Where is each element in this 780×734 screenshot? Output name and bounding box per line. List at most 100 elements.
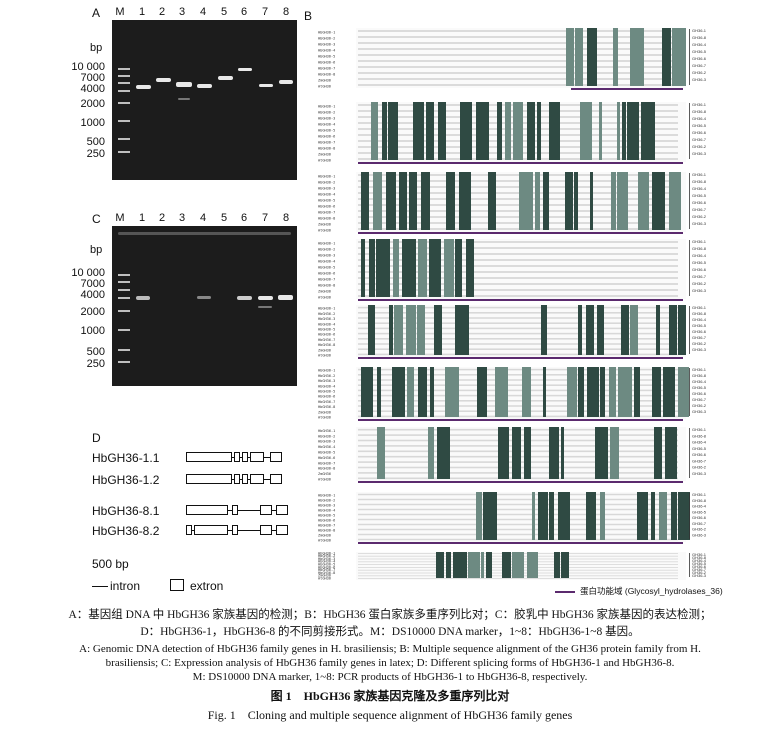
group-label: GH36-6 [692,329,707,334]
residue-row [358,384,678,386]
lane-label: M [115,6,125,18]
lane-label: 7 [261,212,269,224]
marker-label: 2000 [80,98,105,110]
conserved-column [497,102,502,160]
sequence-name: HbGH36-1 [318,175,335,179]
residue-row [358,271,678,273]
residue-row [358,528,678,531]
sequence-name: ZmGH36 [318,574,331,578]
conserved-column [656,305,660,355]
domain-bar [358,232,683,234]
group-label: GH36-7 [692,458,707,463]
conserved-column [468,552,480,578]
conserved-column [587,28,597,86]
group-label: GH36-2 [692,214,707,219]
marker-label: 500 [86,346,105,358]
sequence-name: HbGH36-5 [318,266,335,270]
sequence-name: HbGH36-8 [318,571,335,575]
group-label: GH36-6 [692,56,707,61]
conserved-column [428,427,434,479]
conserved-column [512,552,524,578]
group-label: GH36-3 [692,221,707,226]
residue-row [358,498,678,501]
lane-label: M [115,212,125,224]
sequence-name: HbGH36-3 [318,504,335,508]
marker-label: 7000 [80,278,105,290]
conserved-column [538,492,548,540]
residue-row [358,389,678,392]
residue-row [358,343,678,345]
conserved-column [394,305,403,355]
conserved-column [654,427,662,479]
conserved-column [669,172,681,230]
conserved-column [567,367,577,417]
conserved-column [519,172,533,230]
group-label: GH36-7 [692,521,707,526]
group-label: GH36-6 [692,267,707,272]
sequence-name: HbGH36-2 [318,499,335,503]
group-label: GH36-1 [692,28,707,33]
residue-row [358,405,678,407]
residue-row [358,374,678,376]
residue-row [358,241,678,243]
sequence-name: AtGH36 [318,539,331,543]
sequence-name: HbGH36-2 [318,374,335,378]
sequence-name: HbGH36-4 [318,193,335,197]
lane-label: 1 [138,6,146,18]
sequence-name: HbGH36-2 [318,248,335,252]
residue-row [358,379,678,381]
conserved-column [527,102,535,160]
caption-cn-1: A：基因组 DNA 中 HbGH36 家族基因的检测；B：HbGH36 蛋白家族… [68,609,712,621]
conserved-column [641,102,655,160]
group-label: GH36-1 [692,102,707,107]
sequence-name: HbGH36-2 [318,312,335,316]
group-bracket [689,368,690,416]
residue-row [358,204,678,206]
sequence-name: HbGH36-4 [318,260,335,264]
conserved-column [652,172,665,230]
residue-row [358,493,678,496]
domain-bar [358,357,683,359]
residue-row [358,312,678,314]
conserved-column [549,427,559,479]
caption-en-1: A: Genomic DNA detection of HbGH36 famil… [79,643,701,655]
conserved-column [429,239,441,297]
sequence-name: HbGH36-2 [318,434,335,438]
marker-label: 4000 [80,83,105,95]
group-label: GH36-7 [692,567,707,572]
group-label: GH36-1 [692,427,707,432]
residue-row [358,253,678,255]
conserved-column [417,305,425,355]
conserved-column [481,552,484,578]
residue-row [358,513,678,516]
sequence-alignment: HbGH36-1 HbGH36-2 HbGH36-3 HbGH36-4 HbGH36-5… [316,22,726,587]
panel-a-lane-labels: M 1 2 3 4 5 6 7 8 [113,6,298,20]
group-bracket [689,306,690,354]
group-label: GH36-4 [692,558,707,563]
conserved-column [565,172,573,230]
residue-row [358,72,678,74]
sequence-name: HbGH36-4 [318,123,335,127]
conserved-column [669,305,677,355]
residue-row [358,317,678,319]
lane-label: 5 [220,212,228,224]
conserved-column [599,102,602,160]
conserved-column [678,492,690,540]
domain-bar [358,162,683,164]
sequence-name: HbGH36-5 [318,451,335,455]
residue-row [358,348,678,350]
residue-row [358,216,678,218]
sequence-name: HbGH36-7 [318,461,335,465]
group-label: GH36-4 [692,317,707,322]
sequence-name: HbGH36-7 [318,338,335,342]
caption-en-3: M: DS10000 DNA marker, 1~8: PCR products… [192,671,588,683]
sequence-name: HbGH36-3 [318,317,335,321]
conserved-column [393,239,399,297]
conserved-column [678,367,689,417]
domain-legend-label: 蛋白功能域 (Glycosyl_hydrolases_36) [580,586,723,596]
sequence-name: HbGH36-3 [318,254,335,258]
residue-row [358,54,678,56]
conserved-column [434,305,442,355]
gene-label: HbGH36-1.1 [92,451,160,465]
sequence-name: HbGH36-8 [318,147,335,151]
